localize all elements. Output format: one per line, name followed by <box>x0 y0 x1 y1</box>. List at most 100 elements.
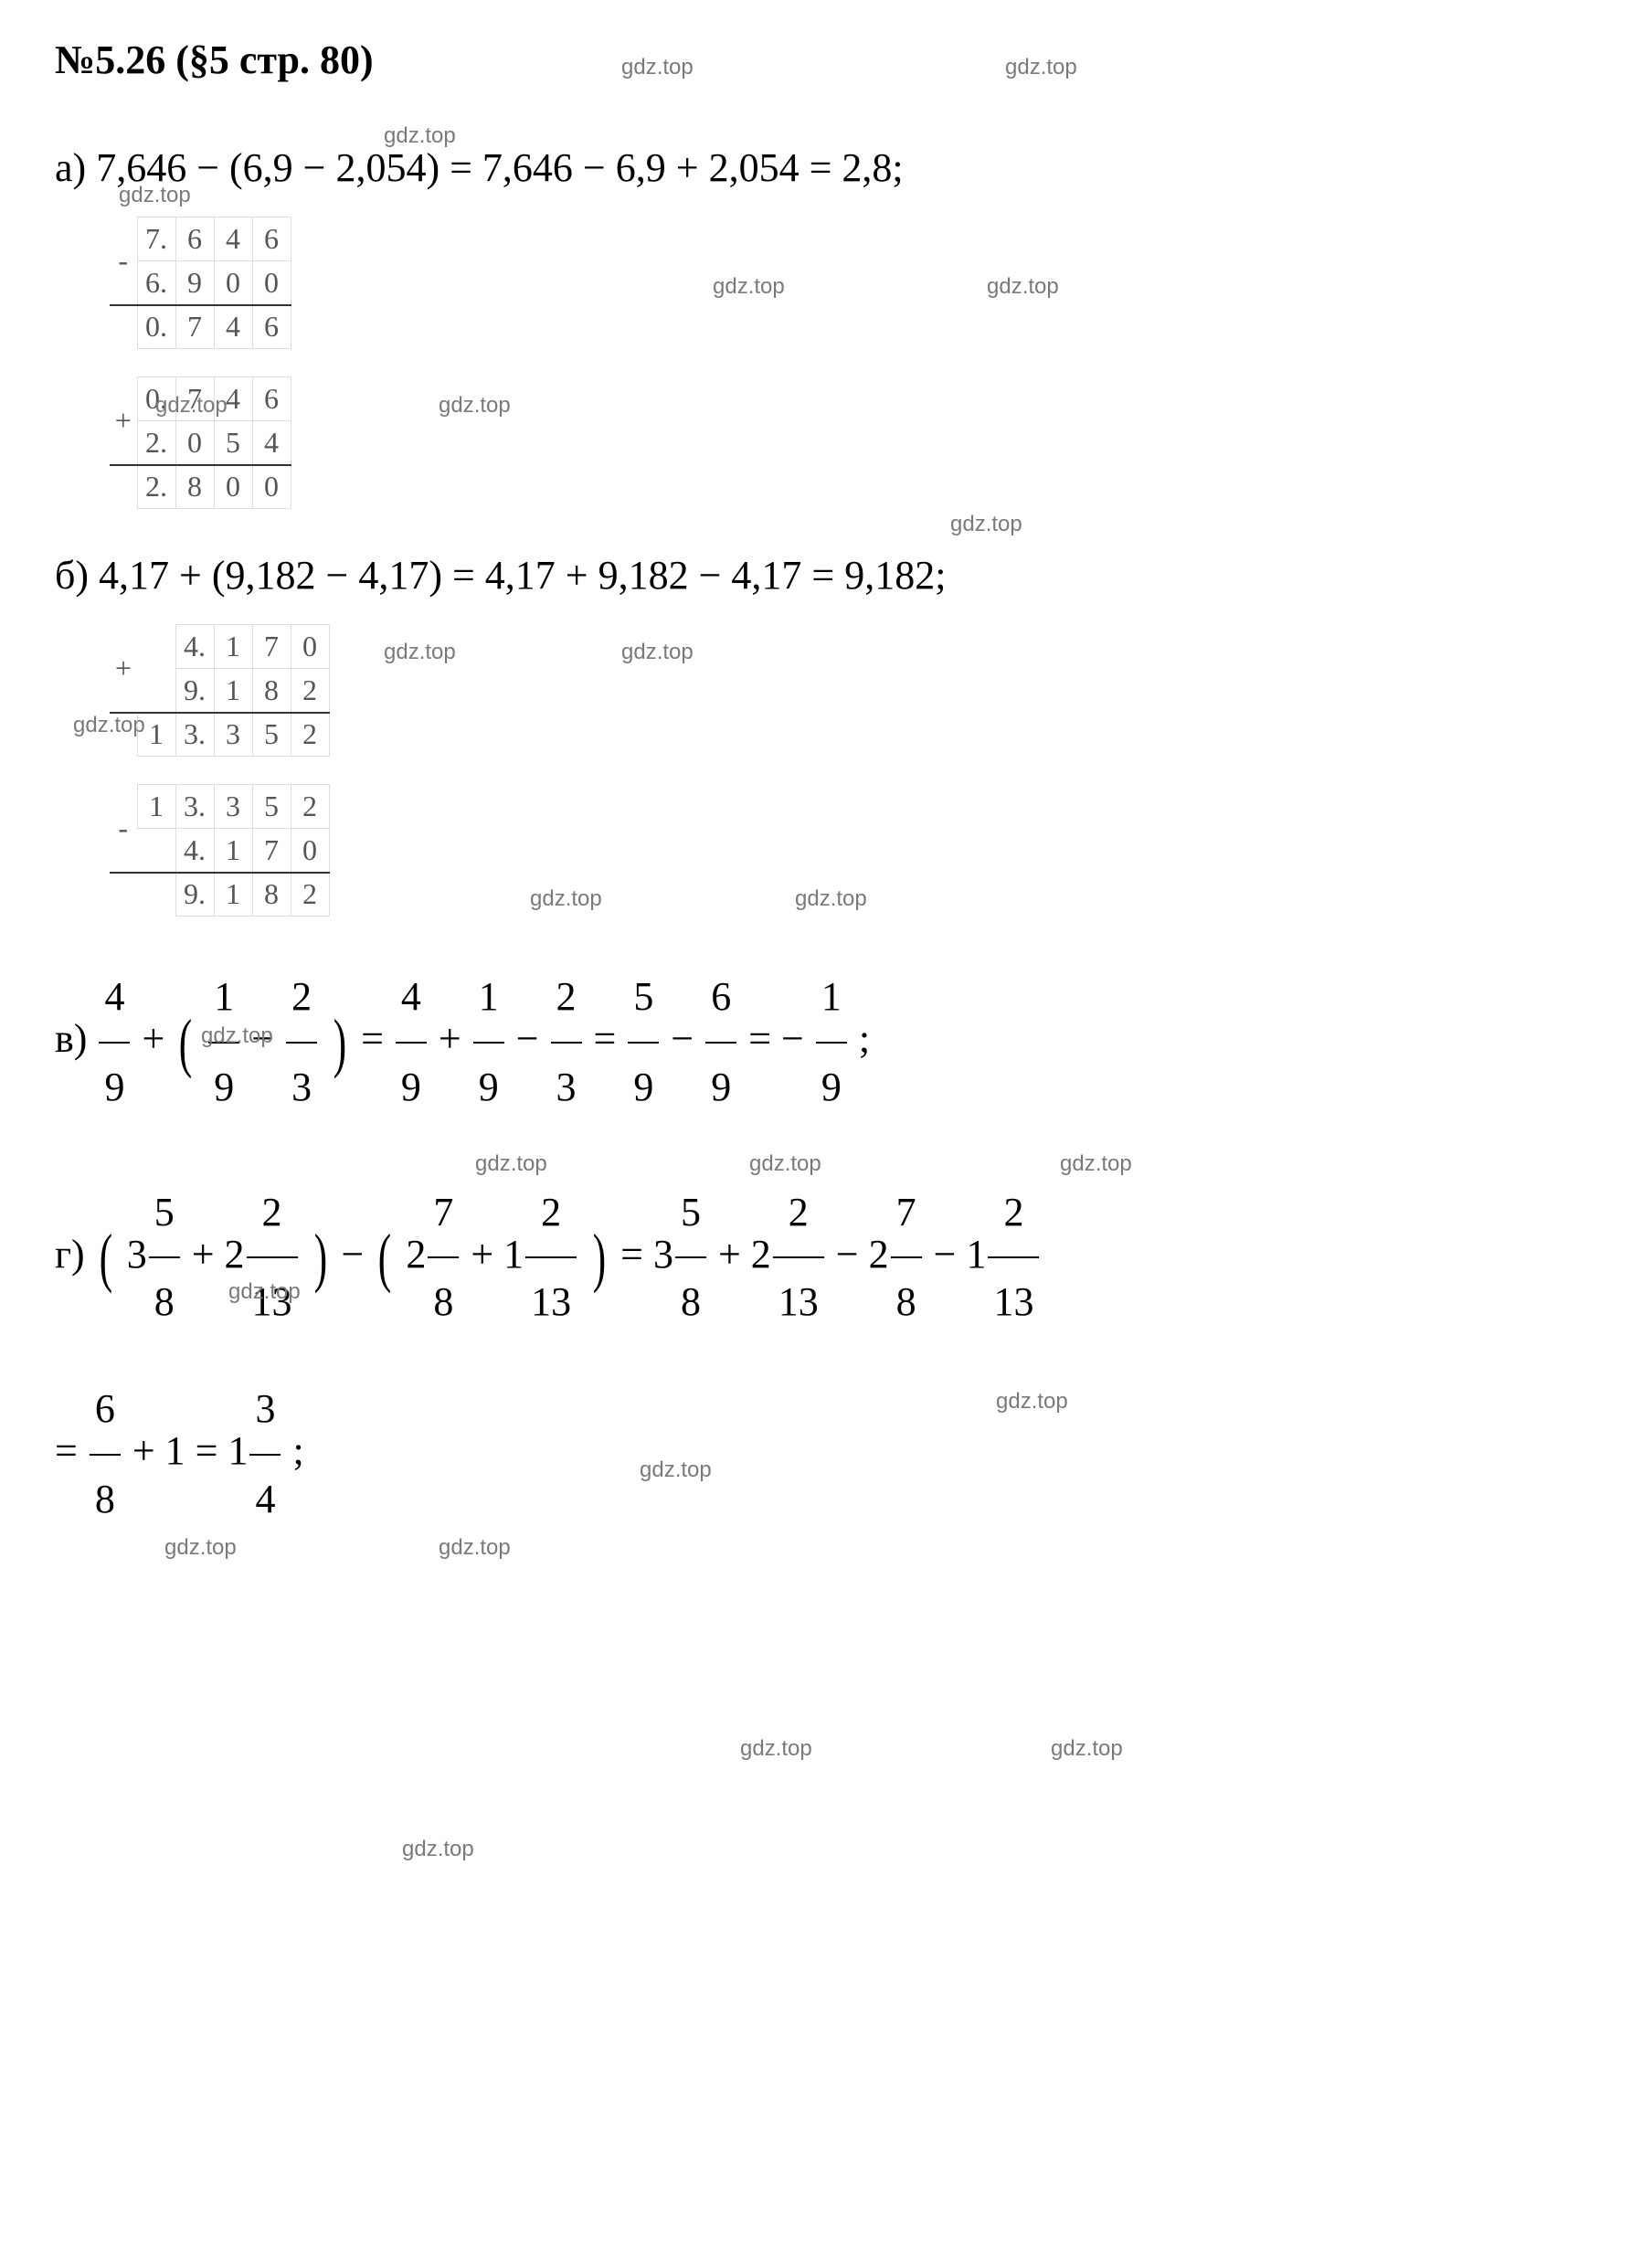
cell: 3. <box>175 713 214 757</box>
cell: 0 <box>291 625 329 669</box>
mixed: 2213 <box>225 1169 300 1348</box>
label-a: а) <box>55 145 86 190</box>
cell: 6 <box>252 305 291 349</box>
equation-d-cont: = 68 + 1 = 134 ; <box>55 1365 1597 1544</box>
equation-b-text: 4,17 + (9,182 − 4,17) = 4,17 + 9,182 − 4… <box>99 553 946 598</box>
cell: 4 <box>214 305 252 349</box>
cell: 7 <box>252 829 291 873</box>
label-b: б) <box>55 553 89 598</box>
cell: 0 <box>175 421 214 465</box>
op-plus: + <box>110 377 137 465</box>
plus: + <box>718 1231 741 1276</box>
problem-a: а) 7,646 − (6,9 − 2,054) = 7,646 − 6,9 +… <box>55 138 1597 509</box>
problem-d: г) ( 358 + 2213 ) − ( 278 + 1213 ) = 358… <box>55 1169 1597 1544</box>
calc-table-b1: + 4. 1 7 0 9. 1 8 2 1 3. 3 5 2 <box>110 624 330 757</box>
plus: + <box>142 1016 164 1061</box>
watermark: gdz.top <box>950 512 1022 537</box>
cell: 0. <box>137 377 175 421</box>
mixed: 1213 <box>966 1169 1041 1348</box>
minus: − <box>342 1231 365 1276</box>
cell: 0 <box>252 465 291 509</box>
watermark: gdz.top <box>1051 1736 1123 1762</box>
eq: = <box>748 1016 771 1061</box>
cell <box>137 625 175 669</box>
plus: + <box>132 1428 155 1473</box>
cell: 7 <box>175 377 214 421</box>
fraction: 49 <box>99 953 130 1132</box>
cell: 2 <box>291 785 329 829</box>
eq: = <box>361 1016 384 1061</box>
op-plus: + <box>110 625 137 713</box>
cell: 4. <box>175 829 214 873</box>
semi: ; <box>292 1428 303 1473</box>
cell: 6 <box>175 217 214 261</box>
one: 1 <box>165 1428 185 1473</box>
fraction: 69 <box>705 953 736 1132</box>
plus: + <box>192 1231 215 1276</box>
rparen-icon: ) <box>313 1185 326 1330</box>
cell <box>137 873 175 917</box>
cell: 7. <box>137 217 175 261</box>
watermark: gdz.top <box>402 1837 474 1862</box>
cell: 9. <box>175 669 214 713</box>
cell: 7 <box>175 305 214 349</box>
equation-a-text: 7,646 − (6,9 − 2,054) = 7,646 − 6,9 + 2,… <box>96 145 903 190</box>
cell: 6. <box>137 261 175 305</box>
fraction: 68 <box>90 1365 121 1544</box>
cell: 5 <box>214 421 252 465</box>
cell <box>137 829 175 873</box>
cell: 9. <box>175 873 214 917</box>
lparen-icon: ( <box>378 1185 391 1330</box>
equation-c: в) 49 + ( 19 − 23 ) = 49 + 19 − 23 = 59 … <box>55 953 1597 1132</box>
fraction: 19 <box>208 953 239 1132</box>
mixed: 278 <box>406 1169 461 1348</box>
fraction: 49 <box>396 953 427 1132</box>
cell: 0 <box>214 465 252 509</box>
fraction: 19 <box>816 953 847 1132</box>
minus: − <box>516 1016 539 1061</box>
cell: 1 <box>137 785 175 829</box>
cell: 6 <box>252 217 291 261</box>
minus: − <box>836 1231 859 1276</box>
cell-empty <box>110 713 137 757</box>
rparen-icon: ) <box>334 970 346 1115</box>
cell: 9 <box>175 261 214 305</box>
label-d: г) <box>55 1231 85 1276</box>
cell: 1 <box>214 829 252 873</box>
problem-c: в) 49 + ( 19 − 23 ) = 49 + 19 − 23 = 59 … <box>55 953 1597 1132</box>
minus: − <box>251 1016 274 1061</box>
cell: 4 <box>214 217 252 261</box>
fraction: 59 <box>628 953 659 1132</box>
cell: 2 <box>291 873 329 917</box>
cell: 2. <box>137 421 175 465</box>
cell: 2 <box>291 713 329 757</box>
cell: 2 <box>291 669 329 713</box>
cell: 1 <box>214 669 252 713</box>
cell-empty <box>110 873 137 917</box>
eq: = <box>55 1428 78 1473</box>
cell: 3 <box>214 713 252 757</box>
lparen-icon: ( <box>100 1185 112 1330</box>
cell: 1 <box>214 625 252 669</box>
cell: 3. <box>175 785 214 829</box>
mixed: 278 <box>869 1169 924 1348</box>
cell: 3 <box>214 785 252 829</box>
cell: 5 <box>252 785 291 829</box>
cell: 4 <box>252 421 291 465</box>
cell: 8 <box>175 465 214 509</box>
plus: + <box>439 1016 461 1061</box>
cell: 8 <box>252 873 291 917</box>
op-minus: - <box>110 785 137 873</box>
minus: − <box>671 1016 694 1061</box>
cell: 4 <box>214 377 252 421</box>
minus: − <box>781 1016 804 1061</box>
page-title: №5.26 (§5 стр. 80) <box>55 37 1597 83</box>
op-minus: - <box>110 217 137 305</box>
label-c: в) <box>55 1016 87 1061</box>
plus: + <box>471 1231 493 1276</box>
eq: = <box>620 1231 643 1276</box>
calc-table-b2: - 1 3. 3 5 2 4. 1 7 0 9. 1 8 2 <box>110 784 330 917</box>
fraction: 23 <box>286 953 317 1132</box>
cell: 0. <box>137 305 175 349</box>
lparen-icon: ( <box>179 970 192 1115</box>
